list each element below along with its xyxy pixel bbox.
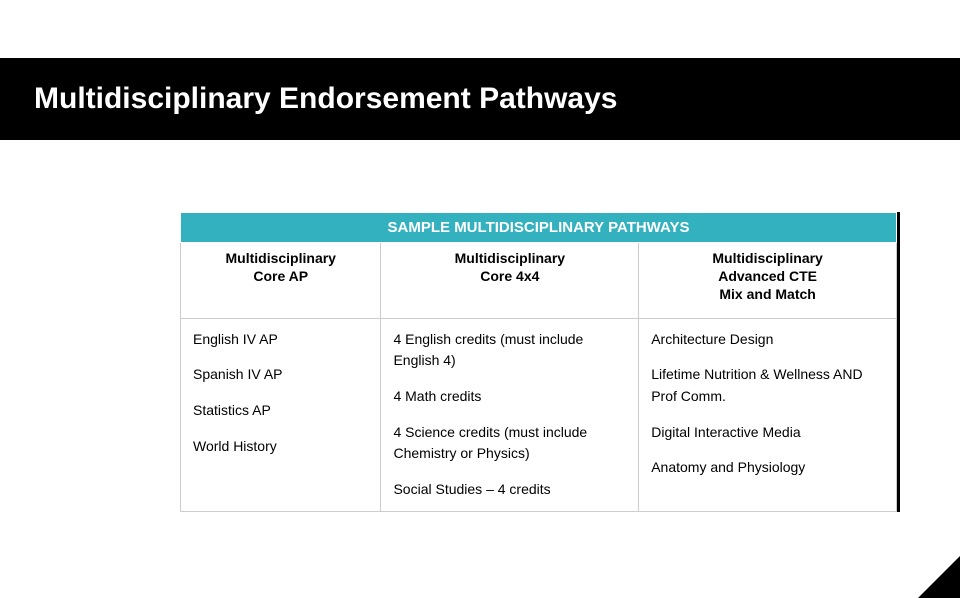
- cell-core-4x4: 4 English credits (must include English …: [381, 318, 639, 511]
- list-item: World History: [193, 436, 368, 458]
- list-item: Lifetime Nutrition & Wellness AND Prof C…: [651, 364, 884, 407]
- list-item: Statistics AP: [193, 400, 368, 422]
- table-subheader-row: MultidisciplinaryCore AP Multidisciplina…: [181, 243, 897, 319]
- column-header-core-ap: MultidisciplinaryCore AP: [181, 243, 381, 319]
- corner-accent: [918, 556, 960, 598]
- list-item: Architecture Design: [651, 329, 884, 351]
- list-item: English IV AP: [193, 329, 368, 351]
- page-title: Multidisciplinary Endorsement Pathways: [34, 82, 617, 116]
- list-item: Anatomy and Physiology: [651, 457, 884, 479]
- table-body-row: English IV AP Spanish IV AP Statistics A…: [181, 318, 897, 511]
- cell-core-ap: English IV AP Spanish IV AP Statistics A…: [181, 318, 381, 511]
- list-item: Social Studies – 4 credits: [393, 479, 626, 501]
- title-band: Multidisciplinary Endorsement Pathways: [0, 58, 960, 140]
- pathways-table: SAMPLE MULTIDISCIPLINARY PATHWAYS Multid…: [180, 212, 897, 512]
- list-item: 4 English credits (must include English …: [393, 329, 626, 372]
- list-item: Spanish IV AP: [193, 364, 368, 386]
- column-header-cte-mix: MultidisciplinaryAdvanced CTEMix and Mat…: [639, 243, 897, 319]
- cell-cte-mix: Architecture Design Lifetime Nutrition &…: [639, 318, 897, 511]
- pathways-table-container: SAMPLE MULTIDISCIPLINARY PATHWAYS Multid…: [180, 212, 900, 512]
- list-item: 4 Math credits: [393, 386, 626, 408]
- list-item: Digital Interactive Media: [651, 422, 884, 444]
- list-item: 4 Science credits (must include Chemistr…: [393, 422, 626, 465]
- table-header-row: SAMPLE MULTIDISCIPLINARY PATHWAYS: [181, 213, 897, 243]
- column-header-core-4x4: MultidisciplinaryCore 4x4: [381, 243, 639, 319]
- table-header: SAMPLE MULTIDISCIPLINARY PATHWAYS: [181, 213, 897, 243]
